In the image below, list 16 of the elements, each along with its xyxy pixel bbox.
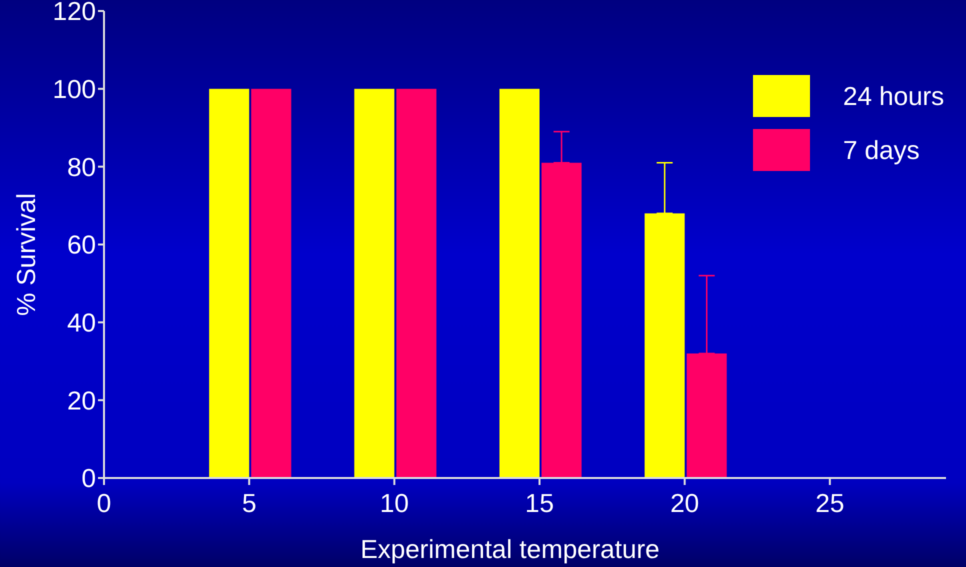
y-axis-title: % Survival	[11, 193, 41, 316]
x-tick-label: 5	[242, 488, 256, 518]
y-tick-label: 80	[67, 152, 96, 182]
x-tick-label: 20	[670, 488, 700, 518]
y-tick-label: 40	[67, 307, 96, 338]
legend-label: 24 hours	[843, 81, 944, 112]
y-tick-label: 20	[67, 385, 96, 416]
x-axis-title: Experimental temperature	[360, 534, 660, 564]
y-tick-label: 60	[67, 230, 96, 260]
y-tick-label: 120	[52, 0, 96, 26]
x-tick-label: 10	[380, 488, 409, 518]
y-tick-label: 100	[52, 74, 96, 104]
y-tick-label: 0	[82, 463, 96, 494]
x-tick-label: 25	[815, 488, 844, 518]
x-tick-label: 15	[525, 488, 554, 518]
legend-label: 7 days	[843, 135, 920, 166]
